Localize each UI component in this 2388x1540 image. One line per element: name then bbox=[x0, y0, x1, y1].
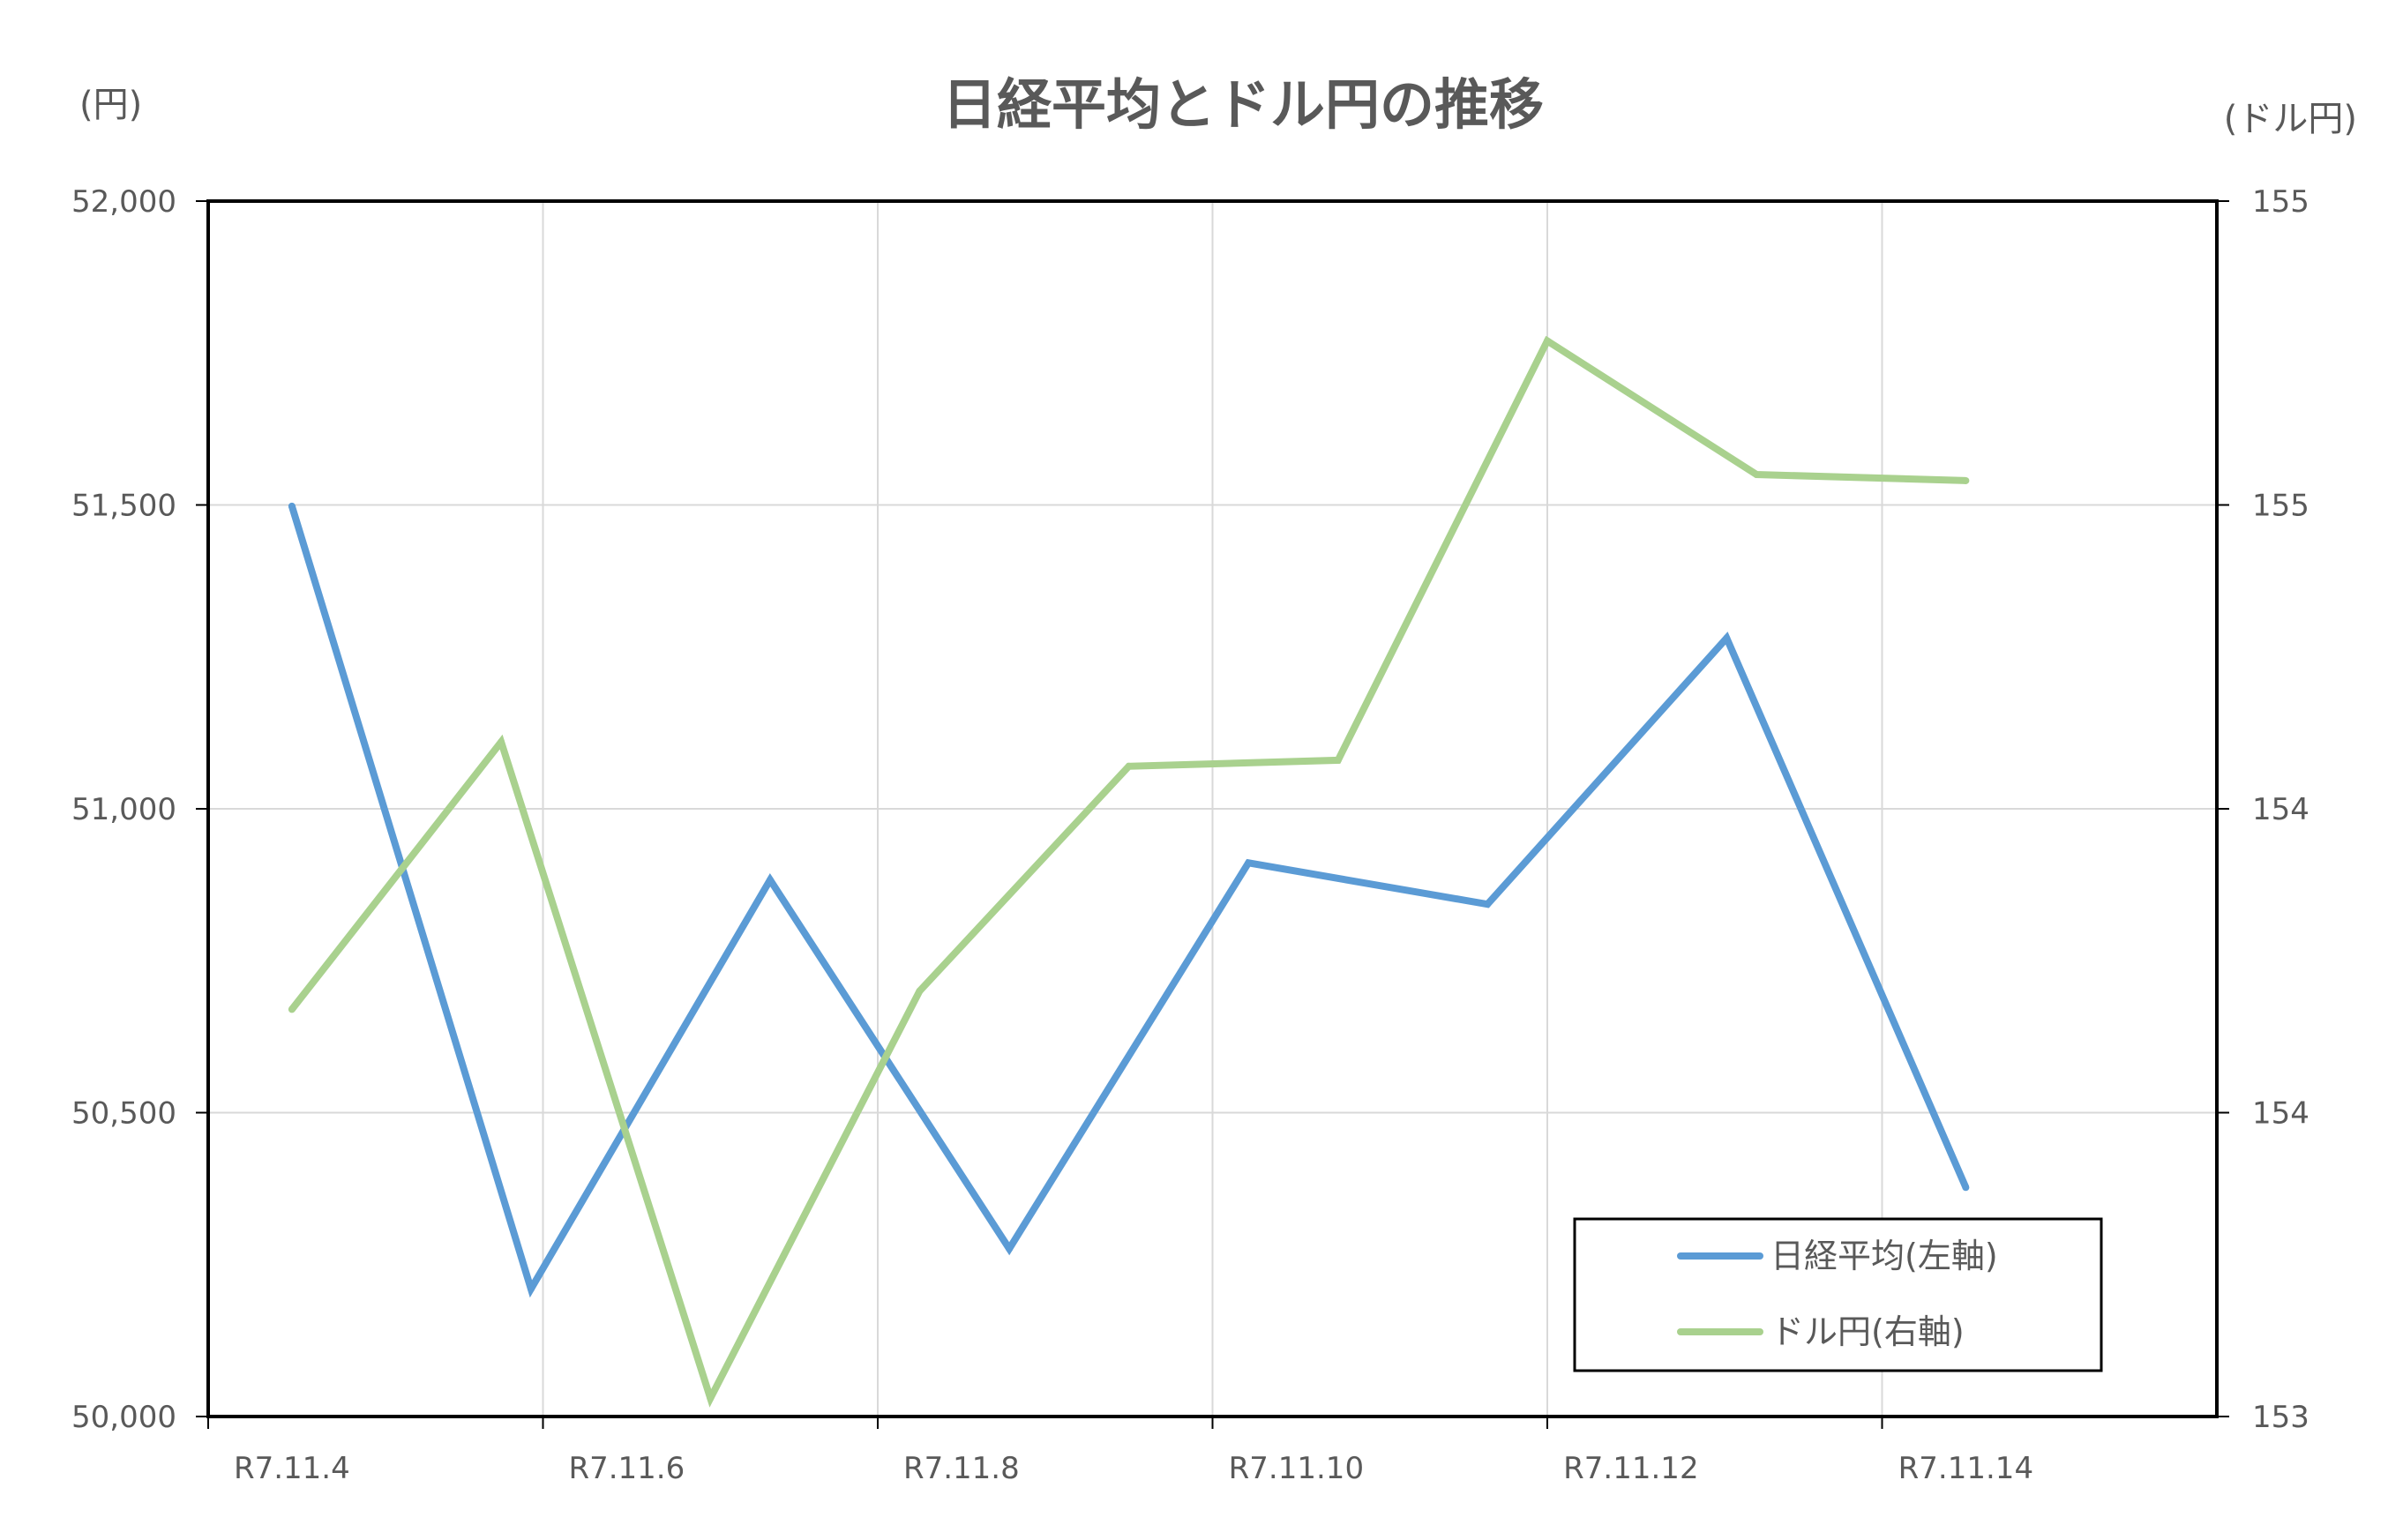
right-axis-tick-label: 153 bbox=[2252, 1400, 2309, 1435]
x-axis-tick-label: R7.11.10 bbox=[1229, 1451, 1364, 1486]
x-axis-tick-label: R7.11.6 bbox=[568, 1451, 685, 1486]
legend: 日経平均(左軸) ドル円(右軸) bbox=[1573, 1217, 2103, 1372]
left-axis-tick-label: 51,500 bbox=[71, 489, 176, 524]
series-1-point bbox=[288, 1005, 296, 1013]
chart-title: 日経平均とドル円の推移 bbox=[942, 72, 1544, 137]
series-line-0 bbox=[288, 505, 1970, 1298]
series-1-point bbox=[1125, 762, 1133, 770]
series-0-point bbox=[1006, 1245, 1014, 1252]
gridlines bbox=[208, 201, 2217, 1417]
right-axis-tick-label: 154 bbox=[2252, 1096, 2309, 1132]
series-lines bbox=[288, 335, 1970, 1408]
series-1-point bbox=[1334, 756, 1342, 764]
tick-labels: 50,000 50,500 51,000 51,500 52,000 153 154 154 1… bbox=[71, 184, 2309, 1486]
series-1-point bbox=[916, 987, 924, 995]
series-1-point bbox=[1962, 476, 1970, 484]
legend-label-nikkei: 日経平均(左軸) bbox=[1770, 1237, 1998, 1275]
left-axis-tick-label: 50,000 bbox=[71, 1400, 176, 1435]
series-0-point bbox=[767, 876, 775, 884]
left-axis-tick-label: 52,000 bbox=[71, 184, 176, 220]
series-0-point bbox=[288, 502, 296, 510]
series-0-point bbox=[1245, 859, 1253, 867]
series-1-point bbox=[1544, 337, 1551, 345]
series-0-point bbox=[527, 1285, 535, 1293]
plot-area-border bbox=[206, 199, 2219, 1418]
series-0-point bbox=[1723, 634, 1731, 642]
series-1-point bbox=[1753, 471, 1761, 479]
legend-box bbox=[1573, 1217, 2103, 1372]
x-axis-tick-label: R7.11.14 bbox=[1898, 1451, 2033, 1486]
x-axis-tick-label: R7.11.12 bbox=[1563, 1451, 1698, 1486]
right-axis-tick-label: 154 bbox=[2252, 792, 2309, 827]
left-axis-unit: (円) bbox=[79, 85, 142, 125]
axes bbox=[196, 199, 2229, 1429]
series-1-point bbox=[498, 738, 505, 746]
x-axis-tick-label: R7.11.4 bbox=[234, 1451, 350, 1486]
series-1-point bbox=[707, 1394, 715, 1402]
legend-label-usdjpy: ドル円(右軸) bbox=[1770, 1312, 1965, 1351]
x-axis-tick-label: R7.11.8 bbox=[903, 1451, 1020, 1486]
right-axis-unit: (ドル円) bbox=[2224, 99, 2357, 139]
right-axis-tick-label: 155 bbox=[2252, 489, 2309, 524]
series-0-point bbox=[1484, 901, 1492, 908]
left-axis-tick-label: 50,500 bbox=[71, 1096, 176, 1132]
series-0-point bbox=[1962, 1184, 1970, 1192]
left-axis-tick-label: 51,000 bbox=[71, 792, 176, 827]
right-axis-tick-label: 155 bbox=[2252, 184, 2309, 220]
